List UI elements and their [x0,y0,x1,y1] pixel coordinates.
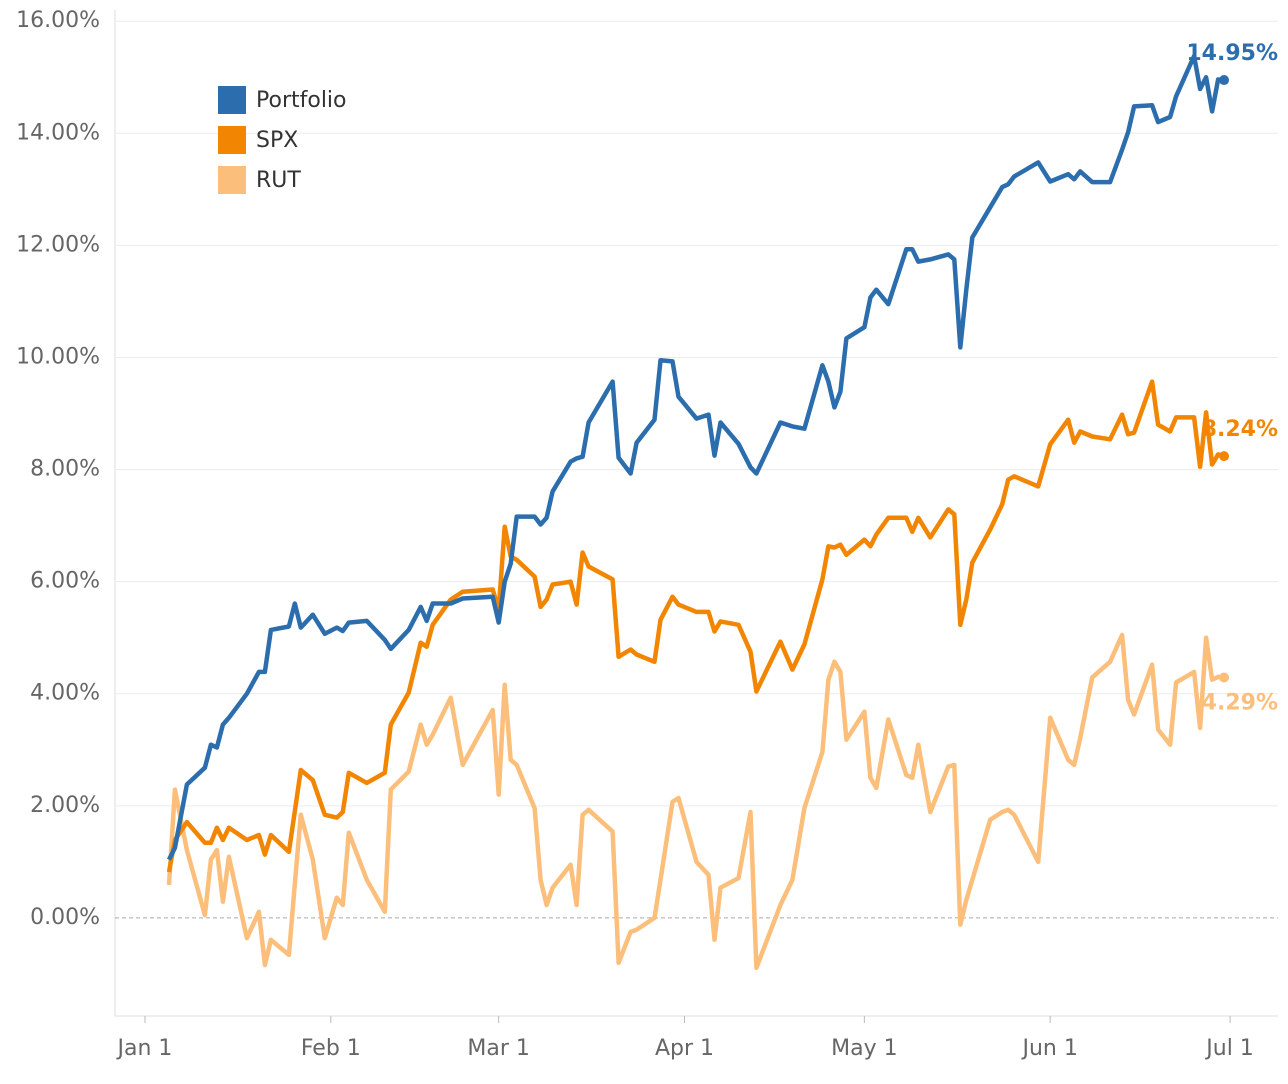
y-tick-label: 6.00% [30,569,100,594]
y-tick-label: 14.00% [16,120,100,145]
y-tick-label: 10.00% [16,344,100,369]
end-label: 4.29% [1202,690,1278,715]
legend-label: RUT [256,168,301,193]
end-point [1219,75,1230,86]
x-tick-label: Apr 1 [655,1036,714,1061]
series-line [166,632,1225,971]
legend-swatch [218,126,246,154]
end-point [1219,451,1230,462]
series-line [166,379,1225,873]
x-tick-label: Mar 1 [467,1036,530,1061]
y-tick-label: 16.00% [16,8,100,33]
end-label: 8.24% [1202,417,1278,442]
legend-swatch [218,166,246,194]
x-tick-label: Jan 1 [116,1036,173,1061]
x-tick-label: May 1 [831,1036,897,1061]
end-point [1219,672,1230,683]
legend-label: Portfolio [256,88,347,113]
x-tick-label: Feb 1 [301,1036,361,1061]
y-tick-label: 8.00% [30,457,100,482]
y-tick-label: 2.00% [30,793,100,818]
end-label: 14.95% [1186,41,1278,66]
x-tick-label: Jun 1 [1021,1036,1078,1061]
y-tick-label: 4.00% [30,681,100,706]
x-tick-label: Jul 1 [1204,1036,1254,1061]
y-tick-label: 12.00% [16,232,100,257]
y-tick-label: 0.00% [30,905,100,930]
series-line [166,53,1225,861]
legend-label: SPX [256,128,298,153]
legend-swatch [218,86,246,114]
